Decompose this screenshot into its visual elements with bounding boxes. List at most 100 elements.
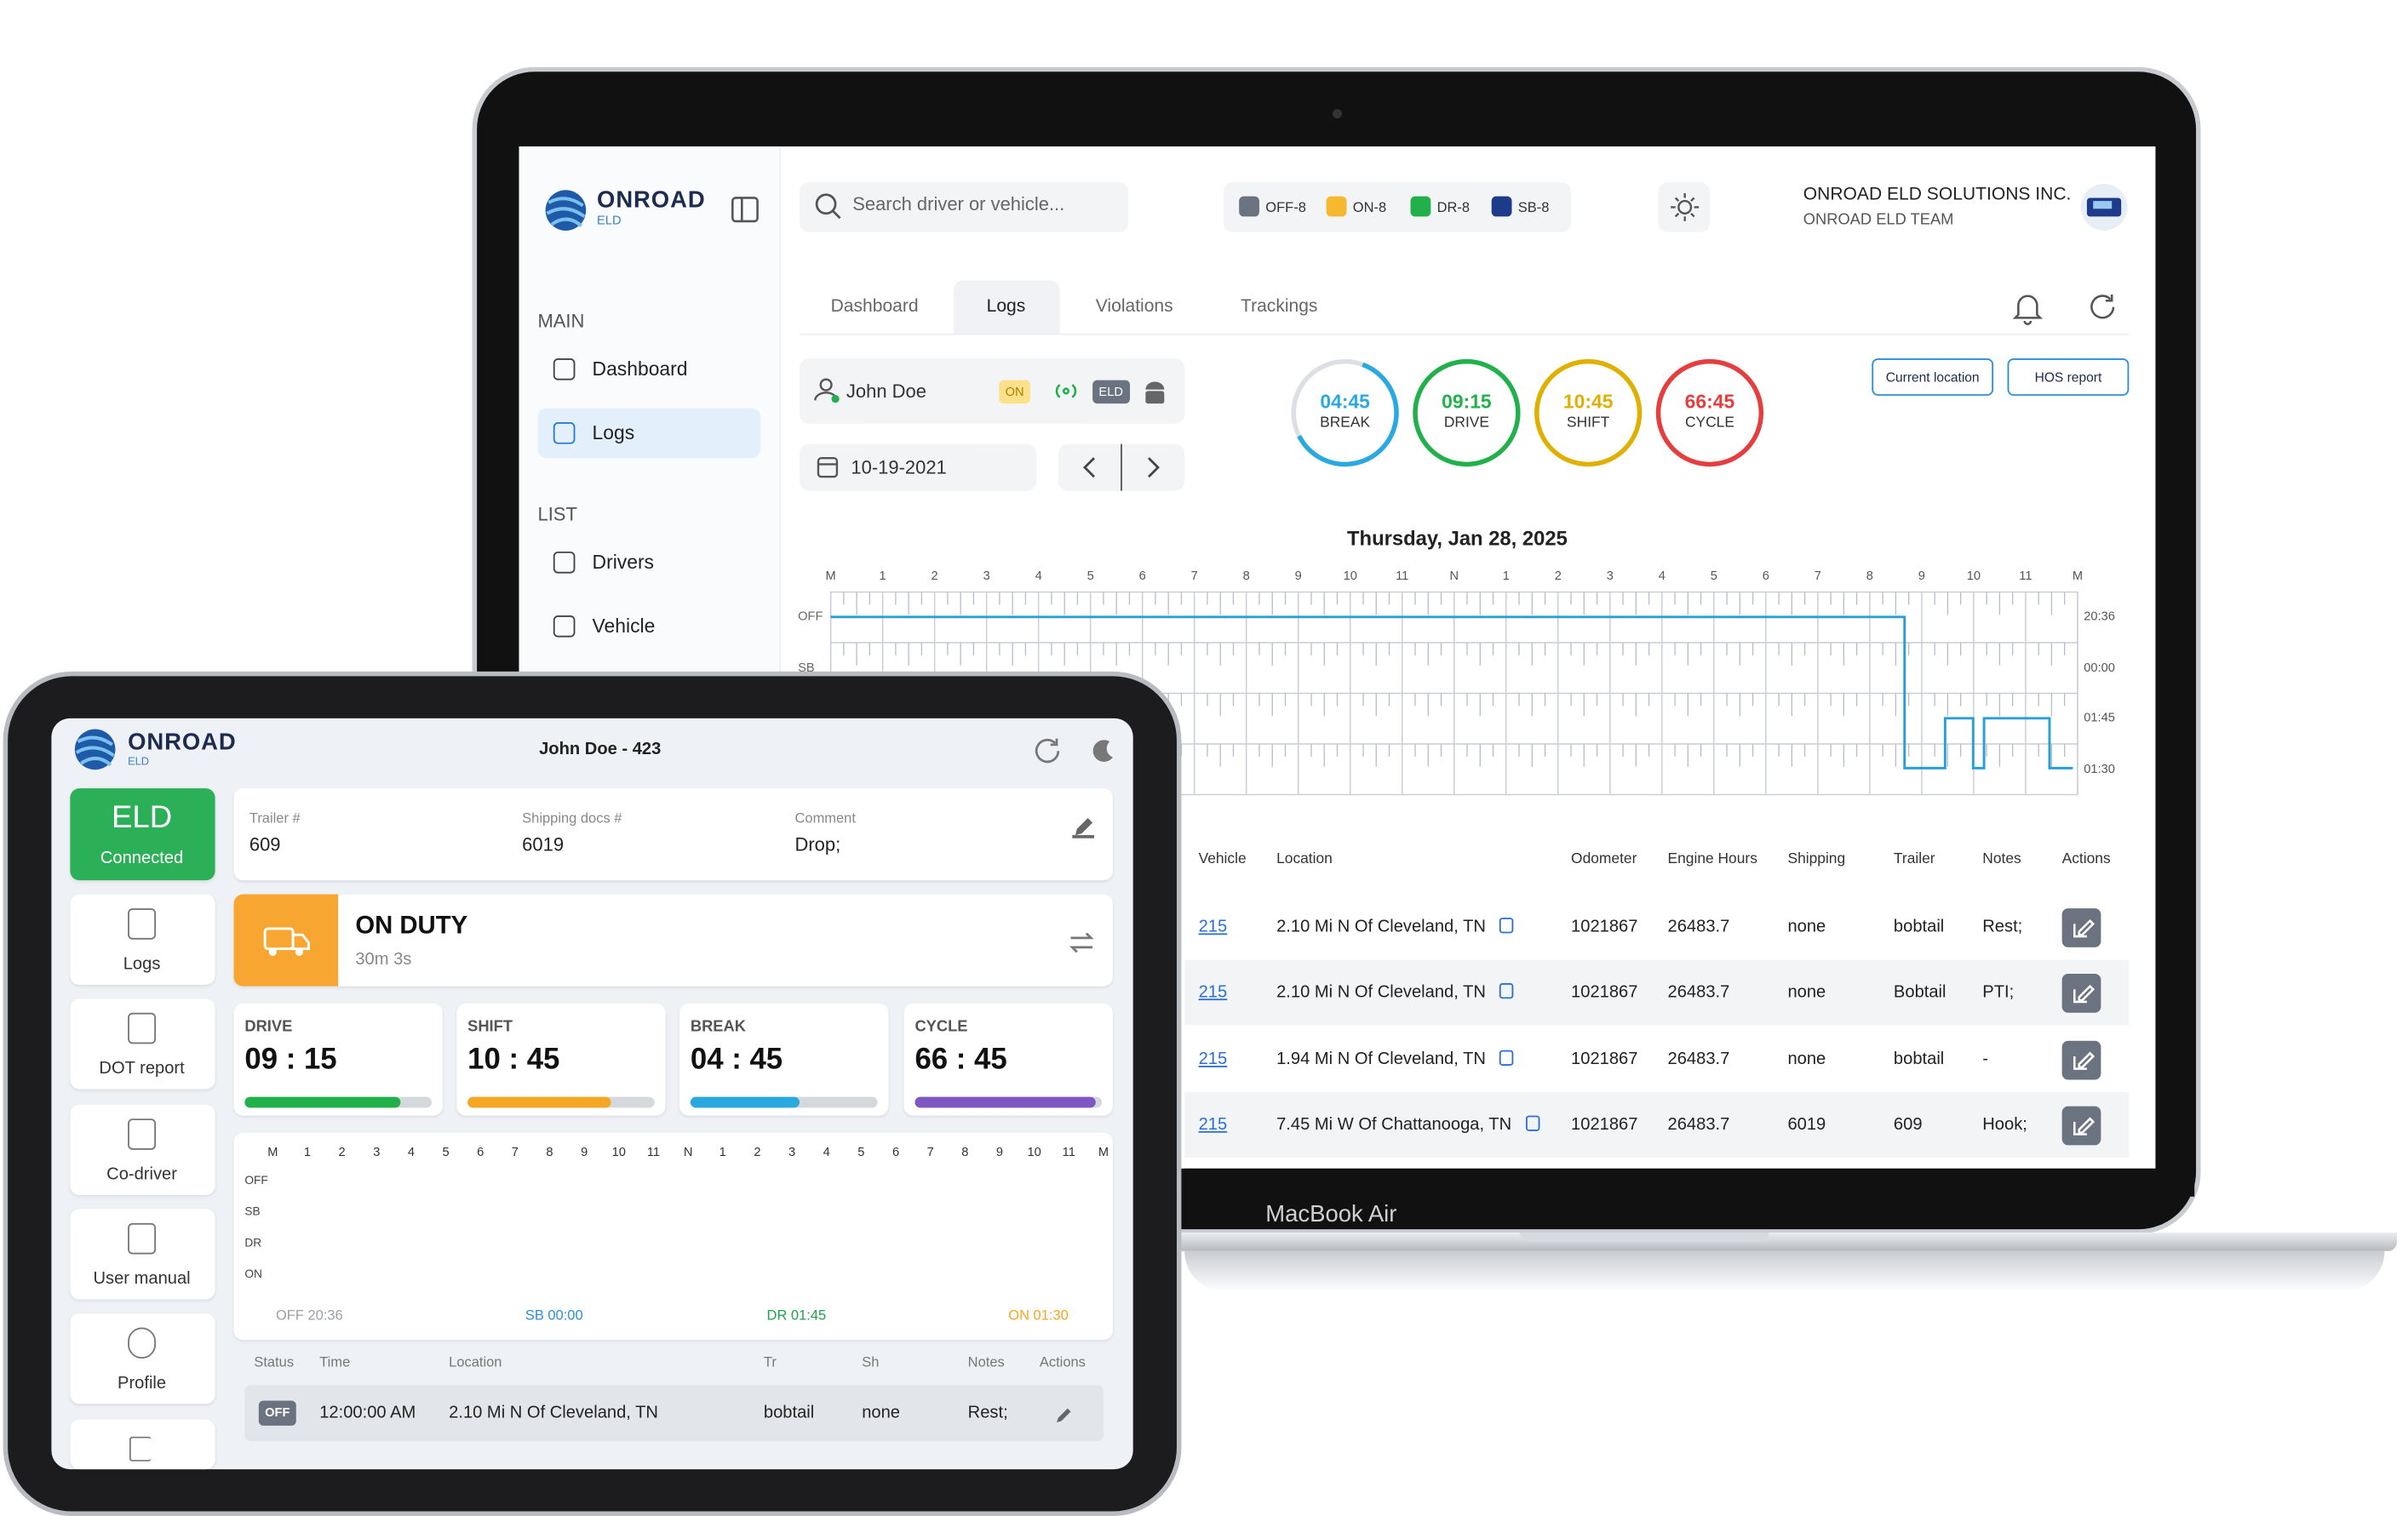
theme-button[interactable] (1658, 182, 1710, 232)
copy-icon[interactable] (1499, 982, 1514, 999)
timer-value: 09 : 15 (244, 1044, 337, 1077)
table-cell[interactable]: 215 (1198, 1115, 1228, 1135)
nav-item[interactable]: Drivers (592, 551, 655, 574)
column-header: Odometer (1571, 850, 1637, 868)
sun-icon[interactable] (1671, 192, 1700, 221)
hour-label: 4 (1658, 569, 1666, 583)
hour-label: 4 (823, 1145, 830, 1159)
table-cell[interactable]: 215 (1198, 918, 1228, 937)
edit-button[interactable] (2061, 1106, 2101, 1146)
hour-label: 5 (1710, 569, 1717, 583)
tab[interactable]: Trackings (1240, 297, 1318, 317)
table-cell: 26483.7 (1667, 1115, 1730, 1135)
action-button[interactable]: Current location (1872, 358, 1994, 396)
timer-value: 10 : 45 (467, 1044, 560, 1077)
gauge-label: SHIFT (1567, 414, 1610, 432)
timer-fill (914, 1096, 1097, 1108)
total-label: 00:00 (2084, 660, 2115, 675)
hour-label: 8 (1242, 569, 1250, 583)
edit-icon (2073, 1051, 2096, 1070)
prev-arrow[interactable] (1083, 457, 1095, 478)
table-cell: none (1787, 982, 1826, 1002)
column-header: Location (1276, 850, 1333, 868)
company-name: ONROAD ELD SOLUTIONS INC. (1803, 185, 2072, 204)
nav-item[interactable]: Vehicle (592, 615, 656, 638)
switch-icon[interactable] (1069, 930, 1094, 955)
copy-icon[interactable] (1525, 1115, 1540, 1131)
column-header: Sh (862, 1353, 880, 1370)
status-icon (1410, 196, 1431, 217)
table-cell[interactable]: 215 (1198, 982, 1228, 1002)
hour-label: 7 (926, 1145, 934, 1159)
bell-icon[interactable] (2012, 295, 2044, 325)
tab[interactable]: Logs (986, 297, 1026, 317)
search-box[interactable] (799, 182, 1129, 232)
field-value: 609 (249, 833, 281, 855)
refresh-icon[interactable] (2090, 294, 2115, 319)
hour-label: N (683, 1145, 693, 1159)
column-header: Shipping (1787, 850, 1846, 868)
status-duration: 30m 3s (355, 950, 412, 970)
row-edit[interactable] (1055, 1404, 1074, 1423)
nav-item[interactable]: Logs (592, 422, 635, 444)
column-header: Vehicle (1198, 850, 1247, 868)
eld-sub: Connected (100, 849, 184, 868)
field-value: Drop; (794, 833, 841, 855)
brand-name: ONROAD (128, 729, 237, 756)
action-button[interactable]: HOS report (2007, 358, 2130, 396)
timer-label: DRIVE (244, 1019, 293, 1037)
table-cell: 12:00:00 AM (319, 1404, 416, 1423)
hour-label: 11 (2019, 569, 2032, 583)
hour-label: 9 (995, 1145, 1004, 1159)
total-label: 20:36 (2084, 609, 2115, 624)
status-label: OFF (798, 609, 823, 624)
timer-fill (467, 1096, 612, 1108)
date-box[interactable] (799, 443, 1037, 491)
copy-icon[interactable] (1499, 1050, 1514, 1066)
collapse-icon[interactable] (731, 197, 759, 223)
tab[interactable]: Violations (1095, 297, 1173, 317)
edit-button[interactable] (2061, 1040, 2101, 1080)
column-header: Actions (2061, 850, 2111, 868)
active-tab[interactable] (954, 280, 1060, 334)
eld-card[interactable] (70, 788, 215, 881)
laptop-notch (1519, 1232, 1769, 1242)
status-count: DR-8 (1436, 199, 1471, 215)
field-value: 6019 (522, 833, 565, 855)
nav-icon (128, 1118, 157, 1150)
edit-field[interactable] (1072, 816, 1094, 838)
logout-icon (129, 1436, 152, 1462)
table-cell: Hook; (1982, 1115, 2027, 1135)
nav-icon (128, 908, 157, 940)
gauge-ring (1413, 358, 1521, 467)
hour-label: 6 (1138, 569, 1146, 583)
edit-button[interactable] (2061, 908, 2101, 947)
info-card (233, 788, 1113, 881)
table-cell: 6019 (1787, 1115, 1826, 1135)
pencil (1057, 1408, 1071, 1423)
table-cell[interactable]: 215 (1198, 1050, 1228, 1069)
hour-label: 2 (1554, 569, 1562, 583)
chart-card (233, 1132, 1113, 1341)
table-cell: Rest; (967, 1404, 1008, 1423)
nav-label: DOT report (99, 1059, 185, 1078)
next-arrow[interactable] (1148, 457, 1160, 478)
hour-label: 2 (754, 1145, 761, 1159)
timer-value: 66 : 45 (914, 1044, 1007, 1077)
copy-icon[interactable] (1499, 918, 1514, 934)
nav-item[interactable]: Dashboard (592, 358, 688, 380)
chart-title: Thursday, Jan 28, 2025 (1347, 526, 1568, 551)
search-placeholder: Search driver or vehicle... (852, 192, 1065, 215)
tablet-refresh[interactable] (1035, 738, 1060, 764)
column-header: Notes (967, 1353, 1005, 1370)
status-box (1223, 182, 1572, 232)
search-icon (815, 193, 841, 220)
moon-icon[interactable] (1092, 740, 1113, 762)
edit-button[interactable] (2061, 974, 2101, 1013)
hour-label: 8 (961, 1145, 969, 1159)
status-label: ON (244, 1267, 262, 1281)
total-label: DR 01:45 (766, 1307, 827, 1324)
date[interactable]: 10-19-2021 (851, 456, 947, 478)
table-cell: 1021867 (1571, 982, 1638, 1002)
tab[interactable]: Dashboard (830, 297, 919, 317)
